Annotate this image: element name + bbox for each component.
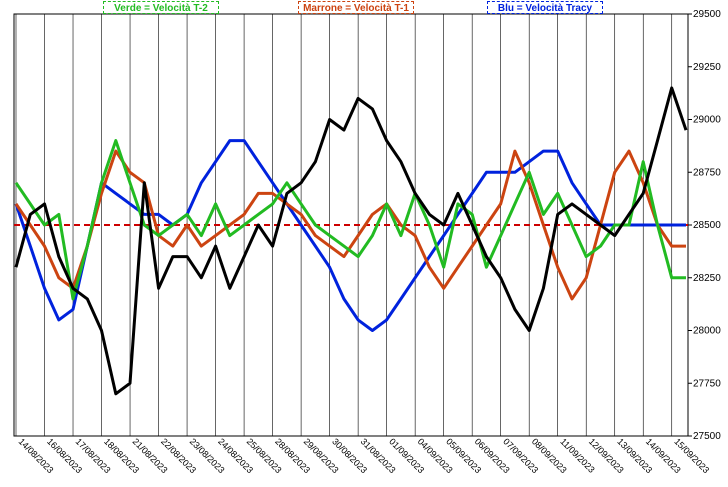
legend-green: Verde = Velocità T-2 — [103, 1, 219, 14]
series-red-line — [14, 149, 686, 301]
series-price-line — [14, 86, 688, 396]
y-axis: 27500 27750 28000 28250 28500 28750 29000 29250… — [688, 9, 721, 442]
y-tick-label: 29000 — [693, 115, 721, 126]
y-tick-label: 27750 — [693, 378, 721, 389]
y-tick-label: 28250 — [693, 273, 721, 284]
y-tick-label: 28750 — [693, 167, 721, 178]
series-green-line — [14, 139, 686, 301]
y-tick-label: 28500 — [693, 220, 721, 231]
series-lines — [14, 86, 688, 396]
x-axis: 14/08/202316/08/202317/08/202318/08/2023… — [17, 436, 712, 475]
series-blue-line — [14, 139, 686, 332]
y-tick-label: 28000 — [693, 326, 721, 337]
y-tick-label: 29500 — [693, 9, 721, 20]
y-tick-label: 27500 — [693, 431, 721, 442]
legend-red: Marrone = Velocità T-1 — [298, 1, 414, 14]
y-tick-label: 29250 — [693, 62, 721, 73]
legend-blue: Blu = Velocità Tracy — [487, 1, 603, 14]
